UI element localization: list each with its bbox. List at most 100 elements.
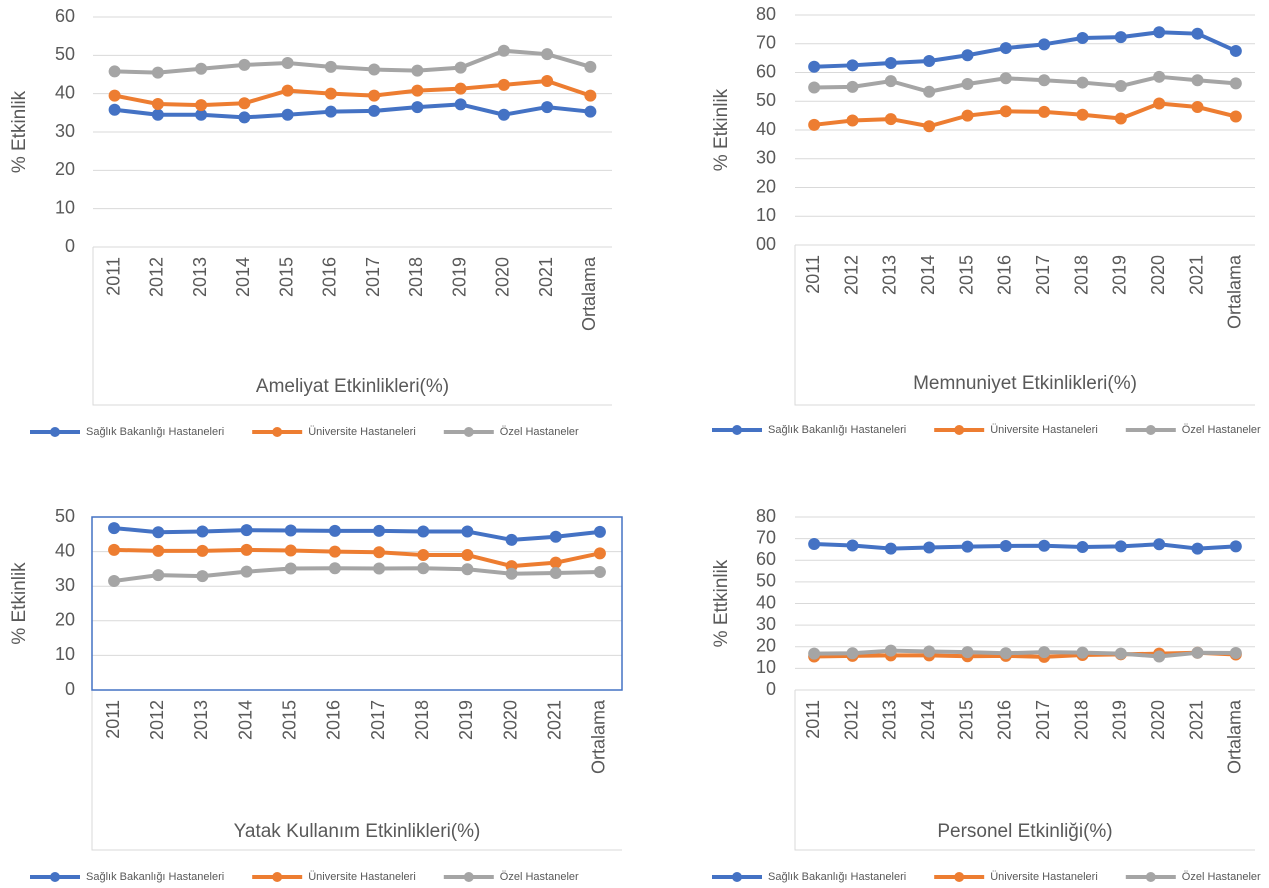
point	[584, 89, 597, 102]
point	[1191, 101, 1204, 113]
point	[328, 545, 341, 558]
x-tick-label: 2018	[412, 700, 432, 740]
point	[999, 42, 1012, 55]
point	[999, 72, 1012, 85]
point	[808, 538, 821, 551]
x-tick-label: 2014	[918, 700, 938, 740]
point	[1038, 38, 1051, 51]
legend-marker	[732, 425, 742, 435]
point	[505, 567, 518, 580]
point	[195, 108, 208, 121]
legend-marker	[50, 872, 60, 882]
series-line	[814, 74, 1236, 94]
point	[108, 89, 121, 102]
legend-marker	[954, 425, 965, 435]
legend-marker	[50, 427, 60, 437]
point	[461, 549, 474, 562]
point	[238, 58, 251, 71]
point	[240, 524, 253, 537]
point	[461, 525, 474, 538]
point	[1229, 77, 1242, 90]
y-tick-label: 0	[766, 679, 776, 699]
y-tick-label: 0	[65, 679, 75, 699]
point	[461, 563, 474, 576]
point	[1191, 74, 1204, 87]
point	[328, 562, 341, 575]
y-tick-label: 20	[756, 176, 776, 196]
series-line	[113, 566, 600, 583]
x-tick-label: 2020	[493, 257, 513, 297]
x-tick-label: 2013	[191, 700, 211, 740]
point	[195, 99, 208, 112]
x-tick-label: 2011	[803, 255, 823, 294]
series-line	[114, 102, 591, 120]
point	[846, 59, 859, 72]
x-tick-label: 2017	[1033, 255, 1053, 295]
x-tick-label: 2019	[449, 257, 469, 297]
point	[368, 63, 381, 76]
point	[846, 539, 859, 552]
legend-label: Üniversite Hastaneleri	[990, 424, 1098, 436]
point	[108, 575, 121, 588]
y-tick-label: 30	[756, 148, 776, 168]
chart-title: Yatak Kullanım Etkinlikleri(%)	[234, 821, 481, 842]
series-line	[114, 547, 601, 569]
point	[1153, 97, 1166, 110]
x-tick-label: 2014	[235, 700, 255, 740]
point	[1229, 110, 1242, 123]
point	[324, 105, 337, 118]
x-tick-label: 2011	[103, 700, 123, 739]
series-line	[814, 542, 1236, 551]
point	[411, 84, 424, 97]
legend-label: Özel Hastaneler	[1182, 871, 1261, 883]
x-tick-label: 2015	[280, 700, 300, 740]
x-tick-label: 2020	[500, 700, 520, 740]
point	[1076, 646, 1089, 659]
y-tick-label: 30	[756, 614, 776, 634]
point	[884, 75, 897, 88]
point	[549, 530, 562, 543]
point	[884, 113, 897, 126]
series-line	[813, 101, 1237, 129]
x-tick-label: 2018	[1071, 700, 1091, 740]
point	[1114, 31, 1127, 44]
point	[454, 82, 467, 95]
point	[1191, 27, 1204, 40]
legend-label: Üniversite Hastaneleri	[308, 426, 416, 438]
legend-label: Sağlık Bakanlığı Hastaneleri	[768, 871, 906, 883]
point	[324, 60, 337, 73]
point	[593, 547, 606, 560]
point	[1229, 540, 1242, 553]
x-tick-label: Ortalama	[579, 256, 599, 331]
y-tick-label: 10	[55, 644, 75, 664]
x-tick-label: 2012	[147, 700, 167, 740]
point	[1038, 539, 1051, 552]
point	[324, 87, 337, 100]
point	[846, 114, 859, 127]
series-line	[113, 526, 601, 542]
legend-marker	[463, 872, 474, 882]
point	[1191, 542, 1204, 555]
x-tick-label: 2016	[320, 257, 340, 297]
point	[108, 65, 121, 78]
point	[196, 544, 209, 557]
point	[108, 103, 121, 116]
point	[584, 105, 597, 118]
x-tick-label: 2012	[841, 255, 861, 295]
series-line	[814, 650, 1236, 659]
y-tick-label: 80	[756, 4, 776, 24]
point	[505, 533, 518, 546]
y-tick-label: 10	[756, 205, 776, 225]
x-tick-label: 2017	[363, 257, 383, 297]
x-tick-label: 2020	[1148, 255, 1168, 295]
point	[152, 569, 165, 582]
y-tick-label: 60	[55, 6, 75, 26]
point	[1229, 44, 1242, 57]
y-tick-label: 00	[756, 234, 776, 254]
point	[1038, 105, 1051, 118]
point	[923, 120, 936, 133]
y-tick-label: 80	[756, 506, 776, 526]
point	[373, 562, 386, 575]
y-tick-label: 40	[55, 540, 75, 560]
